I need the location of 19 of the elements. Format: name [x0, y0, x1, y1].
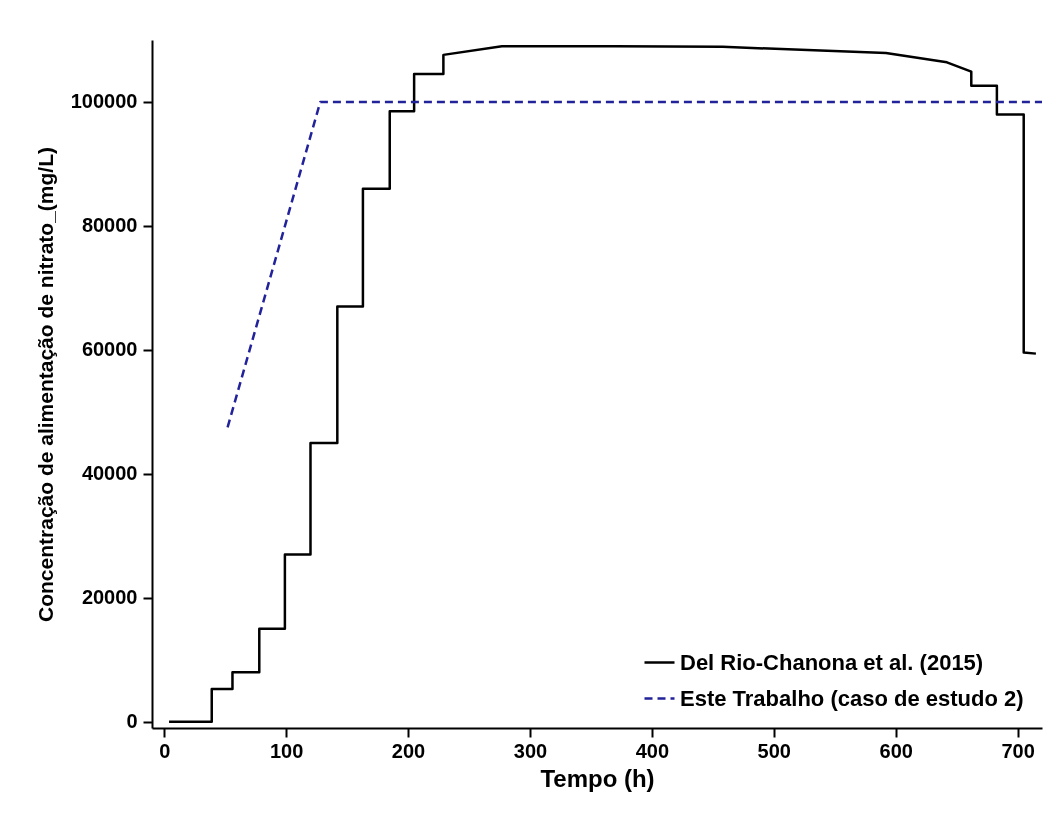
- y-tick-label: 80000: [81, 214, 138, 237]
- x-tick-label: 0: [159, 739, 171, 762]
- x-tick-label: 300: [513, 739, 548, 762]
- legend-label: Este Trabalho (caso de estudo 2): [680, 685, 1024, 711]
- x-tick-label: 200: [391, 739, 426, 762]
- x-tick-label: 500: [757, 739, 791, 762]
- x-tick-label: 700: [1001, 739, 1035, 762]
- x-axis-title: Tempo (h): [540, 764, 655, 792]
- y-tick-label: 60000: [81, 338, 138, 361]
- x-tick-label: 400: [635, 739, 670, 762]
- y-tick-label: 100000: [70, 90, 138, 113]
- line-series: [167, 44, 1038, 724]
- legend-label: Del Rio-Chanona et al. (2015): [680, 649, 984, 675]
- y-tick-label: 40000: [81, 462, 138, 485]
- y-axis-title: Concentração de alimentação de nitrato_(mg/L): [33, 147, 57, 622]
- x-tick-label: 600: [879, 739, 913, 762]
- y-tick-label: 0: [126, 710, 138, 733]
- y-tick-label: 20000: [81, 586, 138, 609]
- x-tick-label: 100: [269, 739, 304, 762]
